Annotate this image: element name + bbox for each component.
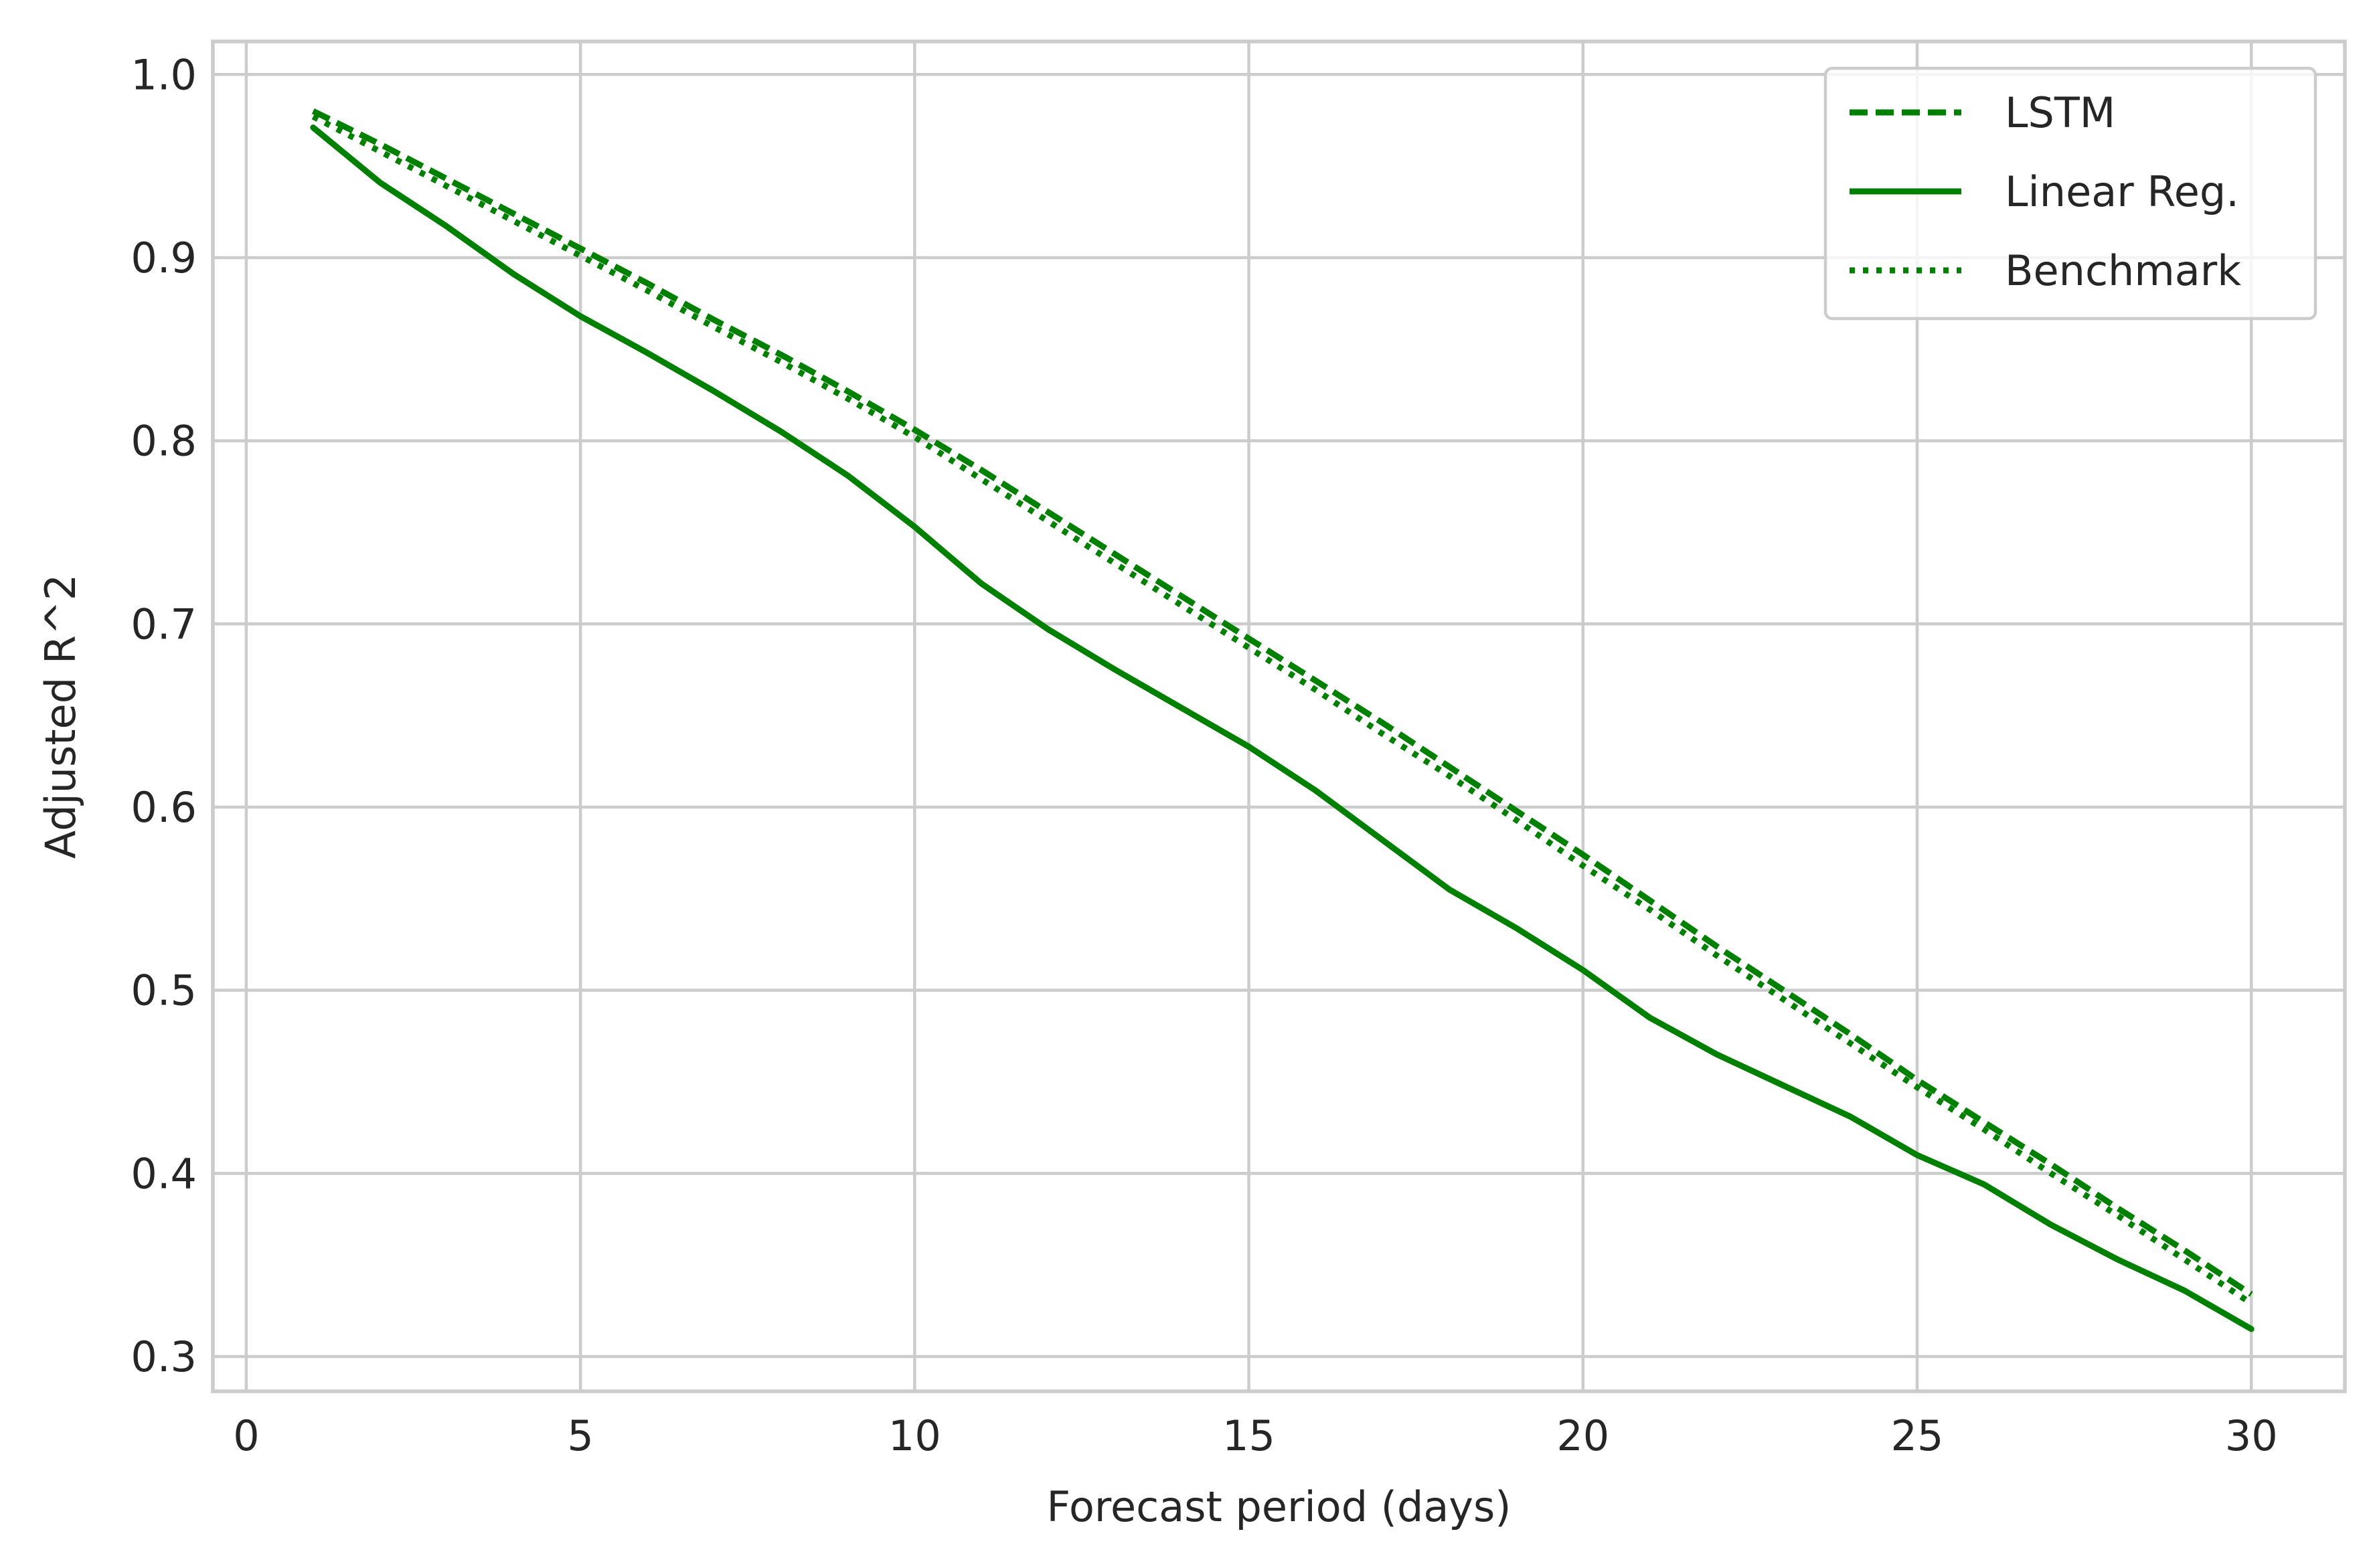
grid	[213, 41, 2345, 1391]
y-tick-label: 0.5	[131, 966, 197, 1015]
x-tick-label: 5	[567, 1411, 593, 1460]
x-tick-label: 30	[2225, 1411, 2278, 1460]
x-tick-labels: 0 5 10 15 20 25 30	[233, 1411, 2277, 1460]
y-tick-label: 0.4	[131, 1149, 197, 1198]
legend: LSTM Linear Reg. Benchmark	[1823, 66, 2317, 321]
series-line-benchmark	[311, 114, 2253, 1306]
plot-area-frame	[211, 39, 2347, 1393]
series-lines	[310, 108, 2255, 1332]
y-tick-label: 1.0	[131, 50, 197, 99]
y-axis-title: Adjusted R^2	[36, 574, 85, 859]
x-tick-label: 15	[1222, 1411, 1275, 1460]
x-tick-label: 0	[233, 1411, 259, 1460]
y-tick-label: 0.8	[131, 417, 197, 466]
legend-label-benchmark: Benchmark	[2005, 246, 2241, 295]
x-tick-label: 20	[1556, 1411, 1609, 1460]
legend-frame	[1823, 66, 2317, 321]
legend-label-lstm: LSTM	[2005, 88, 2115, 137]
y-tick-label: 0.9	[131, 234, 197, 282]
y-tick-label: 0.7	[131, 600, 197, 648]
x-tick-label: 10	[888, 1411, 941, 1460]
y-tick-labels: 0.3 0.4 0.5 0.6 0.7 0.8 0.9 1.0	[131, 50, 197, 1381]
series-line-lstm	[311, 108, 2253, 1297]
y-tick-label: 0.6	[131, 783, 197, 832]
series-line-linear-reg	[310, 124, 2255, 1332]
x-tick-label: 25	[1891, 1411, 1944, 1460]
legend-label-linear-reg: Linear Reg.	[2005, 167, 2239, 216]
y-tick-label: 0.3	[131, 1332, 197, 1381]
x-axis-title: Forecast period (days)	[1047, 1482, 1511, 1531]
